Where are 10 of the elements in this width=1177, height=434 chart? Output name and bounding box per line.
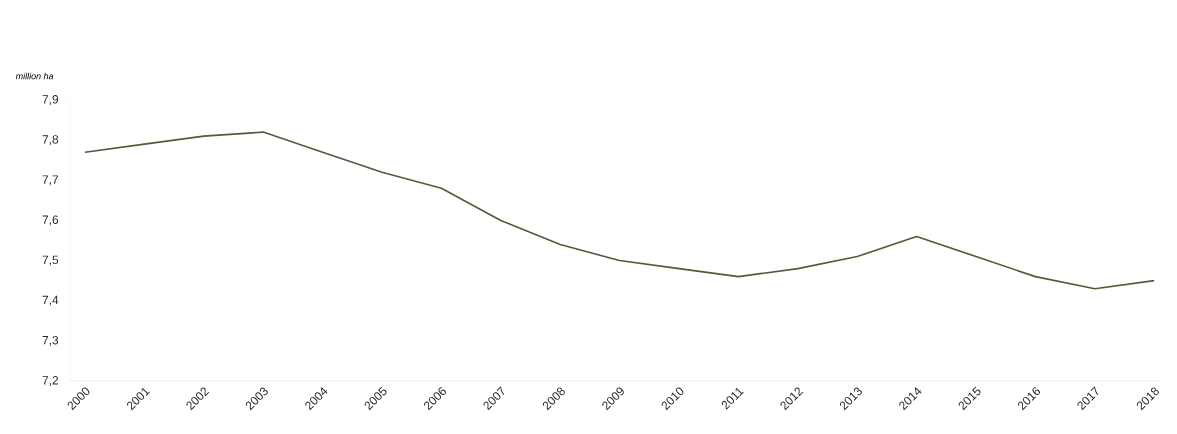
- y-tick-label: 7,2: [42, 376, 59, 386]
- y-tick-label: 7,8: [42, 135, 59, 146]
- y-tick-label: 7,4: [42, 295, 59, 306]
- y-tick-label: 7,5: [42, 255, 59, 266]
- line-series: [84, 131, 1155, 290]
- y-tick-label: 7,6: [42, 215, 59, 226]
- y-tick-label: 7,3: [42, 335, 59, 346]
- y-tick-label: 7,9: [42, 95, 59, 105]
- y-axis-title: million ha: [15, 72, 54, 80]
- y-tick-label: 7,7: [42, 175, 59, 186]
